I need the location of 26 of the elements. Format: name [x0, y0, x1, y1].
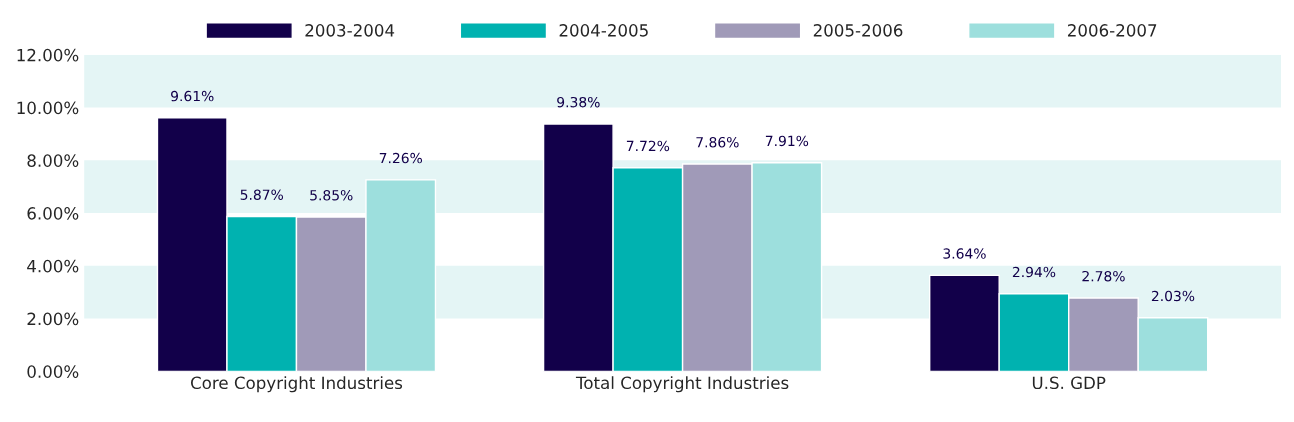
data-label: 9.61% — [171, 90, 214, 102]
legend-label: 2006-2007 — [1067, 24, 1157, 37]
data-label: 7.86% — [696, 136, 739, 148]
y-tick-label: 0.00% — [27, 365, 79, 378]
y-tick-label: 4.00% — [27, 259, 79, 273]
data-label: 5.85% — [310, 189, 353, 201]
y-tick-label: 2.00% — [27, 312, 79, 326]
data-label: 3.64% — [943, 248, 986, 259]
data-label: 2.94% — [1012, 266, 1056, 278]
legend-label: 2003-2004 — [305, 24, 395, 37]
y-tick-label: 12.00% — [17, 48, 79, 62]
legend-label: 2005-2006 — [813, 24, 903, 37]
y-tick-label: 10.00% — [17, 101, 79, 115]
data-label: 7.72% — [626, 140, 670, 152]
data-label: 2.03% — [1151, 290, 1195, 302]
x-tick-label: Total Copyright Industries — [575, 376, 789, 393]
legend-label: 2004-2005 — [559, 24, 648, 37]
data-label: 7.26% — [379, 152, 423, 164]
y-tick-label: 6.00% — [27, 207, 79, 220]
data-label: 5.87% — [240, 189, 284, 200]
y-tick-label: 8.00% — [27, 154, 79, 167]
data-label: 7.91% — [765, 135, 809, 147]
x-tick-label: Core Copyright Industries — [190, 376, 403, 393]
data-label: 2.78% — [1082, 270, 1125, 282]
data-label: 9.38% — [557, 96, 600, 108]
x-tick-label: U.S. GDP — [1032, 376, 1106, 390]
